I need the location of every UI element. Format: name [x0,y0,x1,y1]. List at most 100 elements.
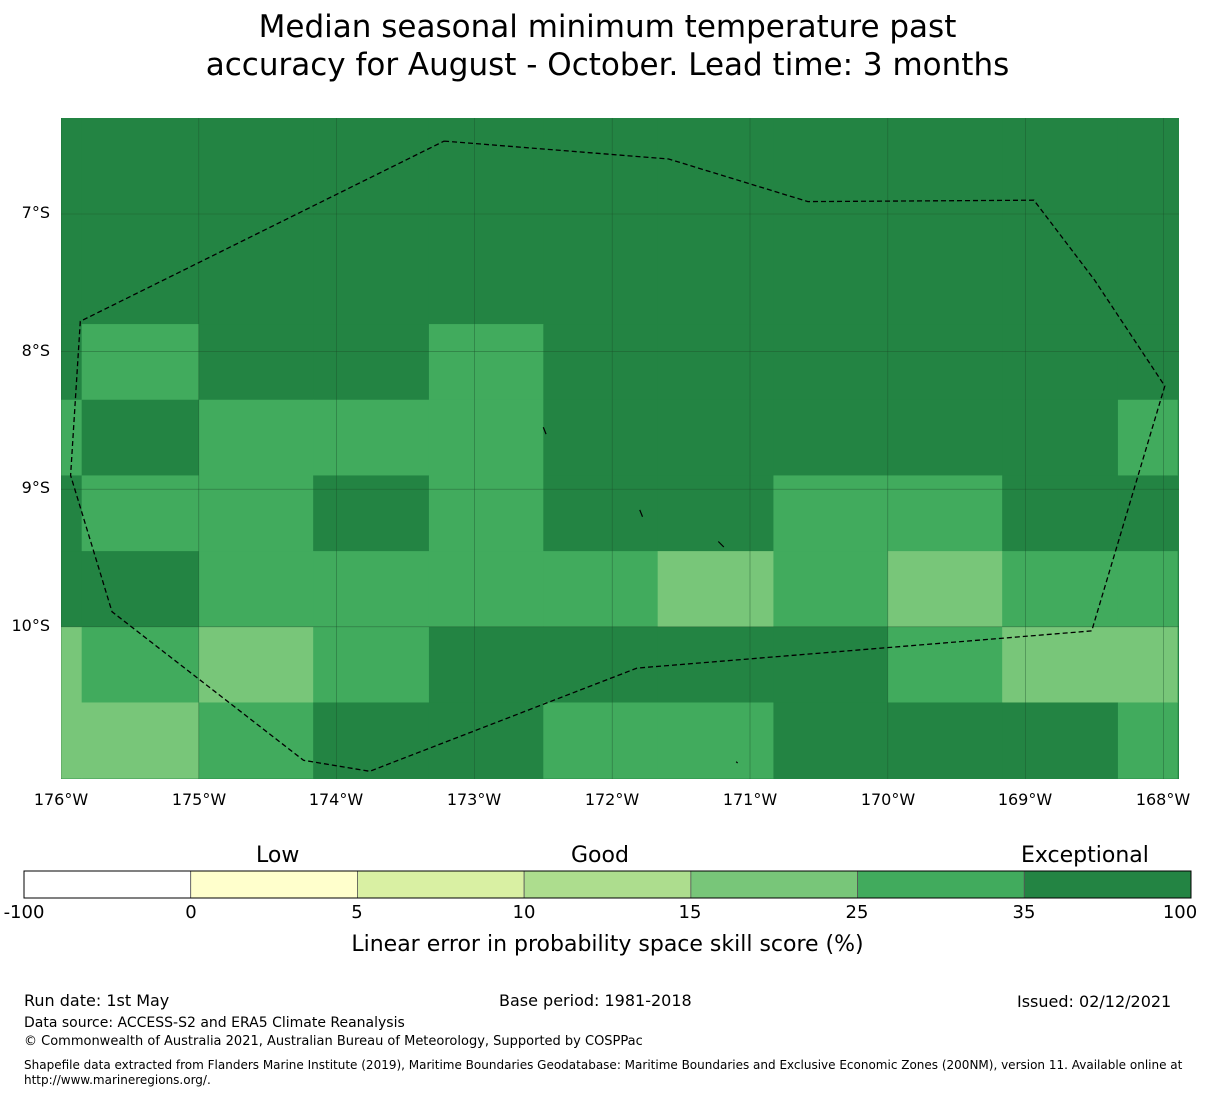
grid-cell [81,118,200,325]
grid-cell [1002,475,1119,552]
grid-cell [543,399,659,476]
category-exceptional: Exceptional [1021,843,1149,868]
atoll-outline [542,427,547,435]
grid-cell [198,551,314,628]
grid-cell [1002,551,1119,628]
grid-cell [198,702,314,779]
grid-cell [198,626,314,703]
grid-cell [81,475,200,552]
grid-cell [198,475,314,552]
grid-cell [81,399,200,476]
chart-title-line1: Median seasonal minimum temperature past [258,9,957,45]
data-source: Data source: ACCESS-S2 and ERA5 Climate … [24,1015,405,1031]
grid-cell [657,399,774,476]
skill-grid [61,118,1179,779]
colorbar-tick-5: 5 [351,902,363,923]
grid-cell [773,399,889,476]
grid-cell [428,702,544,779]
category-good: Good [571,843,629,868]
colorbar-tick-0: 0 [185,902,197,923]
grid-cell [313,118,430,325]
atoll-outline [735,761,739,764]
grid-cell [887,118,1003,325]
grid-cell [313,702,430,779]
grid-cell [61,551,83,628]
grid-cell [1002,324,1119,401]
grid-cell [887,626,1003,703]
colorbar-label: Linear error in probability space skill … [351,932,864,957]
grid-cell [428,551,544,628]
grid-cell [81,551,200,628]
grid-cell [198,118,314,325]
grid-cell [657,324,774,401]
shapefile-credit-line1: Shapefile data extracted from Flanders M… [24,1058,1183,1072]
lat-label-7s: 7°S [21,203,50,222]
grid-cell [61,118,83,325]
grid-cell [543,551,659,628]
grid-cell [773,626,889,703]
colorbar-segment [357,870,525,899]
grid-cell [61,324,83,401]
grid-cell [887,475,1003,552]
grid-cell [81,626,200,703]
eez-boundary [69,140,1166,772]
grid-cell [428,399,544,476]
grid-cell [773,475,889,552]
colorbar-segment [523,870,692,899]
lat-label-9s: 9°S [21,478,50,497]
base-period: Base period: 1981-2018 [499,991,692,1010]
colorbar-tick--100: -100 [3,902,45,923]
grid-cell [1117,702,1178,779]
colorbar-tick-100: 100 [1162,902,1198,923]
grid-cell [61,626,83,703]
lon-label-175w: 175°W [171,790,227,809]
grid-cell [313,551,430,628]
colorbar-frame [23,870,1192,899]
grid-cell [81,324,200,401]
lon-label-174w: 174°W [308,790,364,809]
grid-cell [657,118,774,325]
lon-label-170w: 170°W [860,790,916,809]
grid-cell [1002,118,1119,325]
colorbar-segment [690,870,858,899]
grid-cell [773,551,889,628]
lon-label-168w: 168°W [1135,790,1191,809]
lat-label-10s: 10°S [11,616,50,635]
copyright: © Commonwealth of Australia 2021, Austra… [24,1034,643,1049]
grid-cell [428,324,544,401]
colorbar-tick-15: 15 [678,902,702,923]
grid-cell [81,702,200,779]
grid-cell [1002,399,1119,476]
lon-label-171w: 171°W [722,790,778,809]
grid-cell [428,626,544,703]
grid-cell [61,399,83,476]
grid-cell [773,324,889,401]
colorbar-tick-25: 25 [845,902,869,923]
grid-cell [887,551,1003,628]
grid-cell [198,324,314,401]
grid-cell [313,475,430,552]
grid-cell [313,399,430,476]
grid-cell [1117,551,1178,628]
shapefile-credit-line2: http://www.marineregions.org/. [24,1073,211,1087]
grid-cell [543,702,659,779]
grid-cell [1117,475,1178,552]
grid-cell [657,702,774,779]
colorbar-tick-35: 35 [1012,902,1036,923]
grid-cell [887,399,1003,476]
lon-label-172w: 172°W [584,790,640,809]
grid-cell [313,324,430,401]
atoll-outline [717,541,725,548]
grid-cell [657,475,774,552]
grid-cell [773,702,889,779]
grid-cell [1117,399,1178,476]
grid-cell [773,118,889,325]
grid-cell [1002,702,1119,779]
grid-cell [1117,324,1178,401]
colorbar-segment [1023,870,1192,899]
grid-cell [61,702,83,779]
chart-title-line2: accuracy for August - October. Lead time… [205,47,1010,83]
issued-date: Issued: 02/12/2021 [1017,992,1172,1011]
grid-cell [543,118,659,325]
